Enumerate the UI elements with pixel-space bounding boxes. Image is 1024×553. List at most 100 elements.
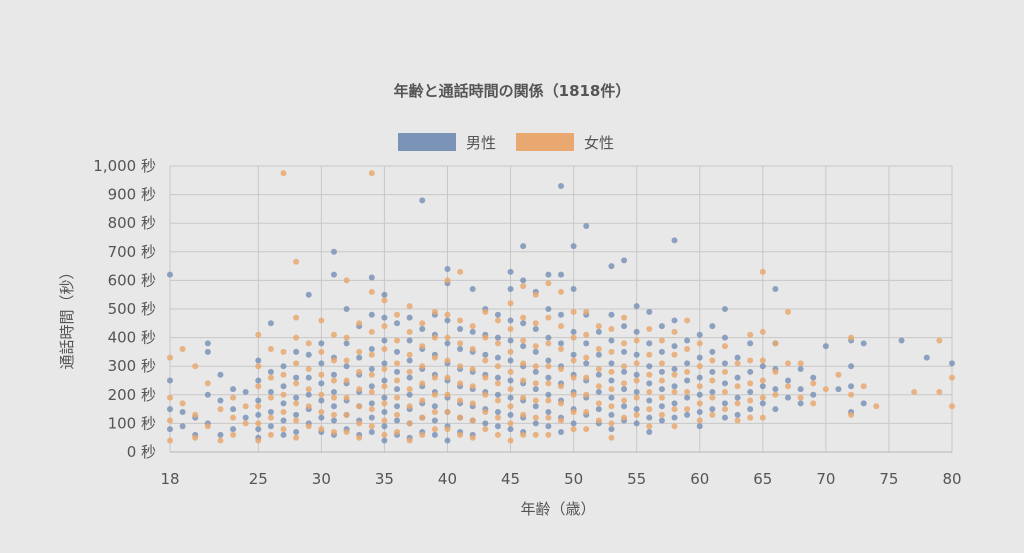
data-point xyxy=(293,374,300,381)
data-point xyxy=(179,408,186,415)
data-point xyxy=(520,283,527,290)
data-point xyxy=(520,277,527,284)
data-point xyxy=(381,323,388,330)
data-point xyxy=(343,394,350,401)
legend-swatch[interactable] xyxy=(398,133,456,151)
y-tick-label: 200 秒 xyxy=(108,386,156,404)
data-point xyxy=(545,374,552,381)
data-point xyxy=(507,420,514,427)
data-point xyxy=(318,317,325,324)
data-point xyxy=(545,380,552,387)
data-point xyxy=(621,397,628,404)
x-tick-label: 50 xyxy=(564,470,583,488)
data-point xyxy=(507,285,514,292)
data-point xyxy=(621,403,628,410)
data-point xyxy=(570,420,577,427)
data-point xyxy=(280,371,287,378)
data-point xyxy=(230,406,237,413)
data-point xyxy=(797,394,804,401)
data-point xyxy=(772,285,779,292)
data-point xyxy=(192,411,199,418)
data-point xyxy=(608,386,615,393)
data-point xyxy=(305,391,312,398)
data-point xyxy=(671,371,678,378)
data-point xyxy=(318,397,325,404)
data-point xyxy=(305,403,312,410)
x-tick-label: 35 xyxy=(375,470,394,488)
data-point xyxy=(860,340,867,347)
data-point xyxy=(532,368,539,375)
data-point xyxy=(545,423,552,430)
data-point xyxy=(721,334,728,341)
data-point xyxy=(507,317,514,324)
data-point xyxy=(734,354,741,361)
data-point xyxy=(583,308,590,315)
data-point xyxy=(444,311,451,318)
data-point xyxy=(318,360,325,367)
data-point xyxy=(406,374,413,381)
data-point xyxy=(671,423,678,430)
data-point xyxy=(810,380,817,387)
data-point xyxy=(482,426,489,433)
legend-label[interactable]: 女性 xyxy=(584,134,614,152)
y-tick-label: 400 秒 xyxy=(108,329,156,347)
data-point xyxy=(558,323,564,330)
data-point xyxy=(280,417,287,424)
y-tick-label: 900 秒 xyxy=(108,186,156,204)
data-point xyxy=(709,406,716,413)
data-point xyxy=(394,403,401,410)
data-point xyxy=(457,431,464,438)
data-point xyxy=(734,394,741,401)
data-point xyxy=(936,388,943,395)
data-point xyxy=(368,328,375,335)
data-point xyxy=(494,340,501,347)
data-point xyxy=(343,377,350,384)
data-point xyxy=(583,426,590,433)
data-point xyxy=(242,420,249,427)
data-point xyxy=(583,391,590,398)
data-point xyxy=(608,426,615,433)
data-point xyxy=(558,183,564,190)
data-point xyxy=(608,311,615,318)
data-point xyxy=(633,420,640,427)
data-point xyxy=(280,431,287,438)
data-point xyxy=(709,323,716,330)
data-point xyxy=(797,386,804,393)
data-point xyxy=(646,340,653,347)
data-point xyxy=(532,363,539,370)
data-point xyxy=(520,320,527,327)
data-point xyxy=(810,400,817,407)
data-point xyxy=(330,394,337,401)
data-point xyxy=(255,403,262,410)
legend-label[interactable]: 男性 xyxy=(466,134,496,152)
data-point xyxy=(696,423,703,430)
data-point xyxy=(785,394,792,401)
chart-title: 年齢と通話時間の関係（1818件） xyxy=(394,82,631,100)
data-point xyxy=(368,371,375,378)
x-tick-label: 75 xyxy=(879,470,898,488)
data-point xyxy=(318,371,325,378)
data-point xyxy=(583,360,590,367)
data-point xyxy=(318,414,325,421)
data-point xyxy=(167,394,173,401)
legend[interactable]: 男性 女性 xyxy=(398,133,614,152)
data-point xyxy=(444,340,451,347)
legend-swatch[interactable] xyxy=(516,133,574,151)
data-point xyxy=(658,403,665,410)
data-point xyxy=(494,311,501,318)
data-point xyxy=(532,403,539,410)
data-point xyxy=(255,411,262,418)
data-point xyxy=(494,391,501,398)
data-point xyxy=(431,417,438,424)
data-point xyxy=(280,383,287,390)
data-point xyxy=(318,340,325,347)
x-tick-label: 30 xyxy=(312,470,331,488)
data-point xyxy=(356,368,363,375)
data-point xyxy=(305,374,312,381)
data-point xyxy=(772,386,779,393)
data-point xyxy=(381,291,388,298)
data-point xyxy=(583,354,590,361)
data-point xyxy=(394,337,401,344)
data-point xyxy=(305,366,312,373)
data-point xyxy=(267,388,274,395)
